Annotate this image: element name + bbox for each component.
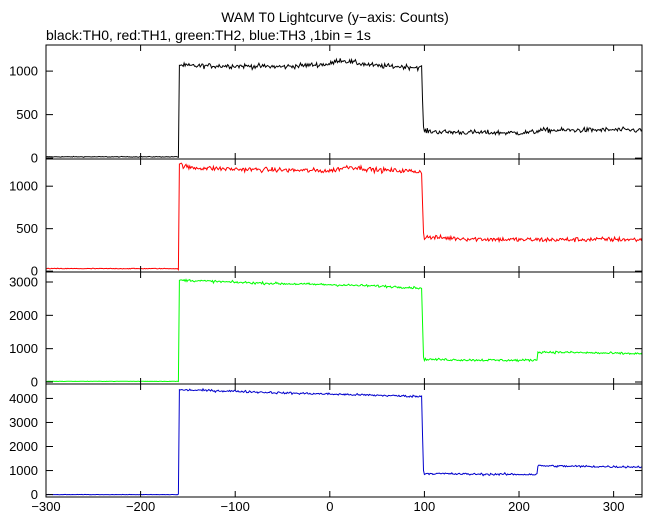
y-tick-label: 3000 bbox=[9, 415, 38, 430]
y-tick-label: 0 bbox=[31, 487, 38, 502]
panel-th1: 0 500 1000 bbox=[9, 158, 643, 279]
panel-frame bbox=[45, 383, 643, 498]
y-tick-label: 2000 bbox=[9, 439, 38, 454]
y-tick-label: 1000 bbox=[9, 341, 38, 356]
x-tick-label: 0 bbox=[326, 499, 333, 514]
series-line-th0 bbox=[45, 57, 643, 158]
panel-th3: 0 1000 2000 3000 4000 bbox=[9, 383, 643, 502]
x-tick-label: −100 bbox=[221, 499, 250, 514]
y-tick-label: 500 bbox=[16, 221, 38, 236]
series-line-th1 bbox=[45, 162, 643, 271]
chart-title: WAM T0 Lightcurve (y−axis: Counts) bbox=[221, 9, 449, 25]
panel-frame bbox=[45, 158, 643, 273]
y-tick-label: 3000 bbox=[9, 275, 38, 290]
y-tick-label: 1000 bbox=[9, 64, 38, 79]
series-line-th3 bbox=[45, 387, 643, 496]
panel-frame bbox=[45, 271, 643, 385]
x-axis-tick-labels: −300 −200 −100 0 100 200 300 bbox=[31, 499, 624, 514]
y-tick-label: 0 bbox=[31, 375, 38, 390]
y-tick-label: 0 bbox=[31, 264, 38, 279]
panel-th0: 0 500 1000 bbox=[9, 44, 643, 166]
x-tick-label: 300 bbox=[603, 499, 625, 514]
y-tick-label: 0 bbox=[31, 151, 38, 166]
x-tick-label: −300 bbox=[31, 499, 60, 514]
y-tick-label: 4000 bbox=[9, 391, 38, 406]
y-tick-label: 1000 bbox=[9, 179, 38, 194]
y-tick-label: 2000 bbox=[9, 308, 38, 323]
chart-subtitle: black:TH0, red:TH1, green:TH2, blue:TH3 … bbox=[46, 27, 371, 43]
x-tick-label: 200 bbox=[508, 499, 530, 514]
panel-frame bbox=[45, 44, 643, 160]
series-line-th2 bbox=[46, 278, 643, 383]
panel-th2: 0 1000 2000 3000 bbox=[9, 271, 643, 390]
x-tick-label: 100 bbox=[414, 499, 436, 514]
panels-group: 0500100005001000010002000300001000200030… bbox=[9, 44, 643, 502]
y-tick-label: 1000 bbox=[9, 463, 38, 478]
x-tick-label: −200 bbox=[126, 499, 155, 514]
y-tick-label: 500 bbox=[16, 107, 38, 122]
